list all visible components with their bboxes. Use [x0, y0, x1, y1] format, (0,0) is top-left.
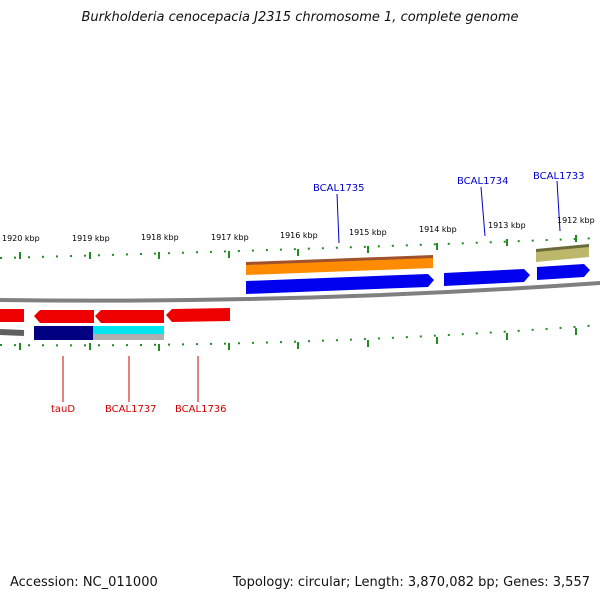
tick-label-1916: 1916 kbp [280, 231, 318, 240]
tick-label-1917: 1917 kbp [211, 233, 249, 242]
orange-feature-top [246, 255, 433, 265]
cyan-feature-shadow [93, 334, 164, 340]
upper-tick-track [0, 237, 600, 259]
tick-label-1918: 1918 kbp [141, 233, 179, 242]
gene-label-bcal1736[interactable]: BCAL1736 [175, 404, 227, 415]
gene-reverse-a[interactable] [34, 310, 94, 323]
major-ticks-upper [19, 235, 577, 259]
orange-feature[interactable] [246, 257, 433, 275]
gene-bcal1733[interactable] [537, 264, 590, 280]
tick-label-1914: 1914 kbp [419, 225, 457, 234]
tick-label-1915: 1915 kbp [349, 228, 387, 237]
tick-label-1920: 1920 kbp [2, 234, 40, 243]
gene-bcal1734[interactable] [444, 269, 530, 286]
gene-label-bcal1735[interactable]: BCAL1735 [313, 183, 365, 194]
map-title: Burkholderia cenocepacia J2315 chromosom… [81, 10, 519, 25]
gene-label-bcal1733[interactable]: BCAL1733 [533, 171, 585, 182]
gene-bcal1735[interactable] [246, 274, 434, 294]
tick-label-1913: 1913 kbp [488, 221, 526, 230]
gene-bcal1737-arrow[interactable] [95, 310, 164, 323]
gene-label-taud[interactable]: tauD [51, 404, 75, 415]
gene-label-bcal1734[interactable]: BCAL1734 [457, 176, 509, 187]
label-leaders [336, 180, 561, 244]
lower-tick-track [0, 324, 600, 347]
label-leaders-red [62, 356, 199, 402]
tick-label-1919: 1919 kbp [72, 234, 110, 243]
major-ticks-lower [19, 328, 577, 351]
gene-reverse-edge[interactable] [0, 309, 24, 322]
olive-feature-top [536, 244, 589, 252]
genome-summary-text: Topology: circular; Length: 3,870,082 bp… [232, 575, 590, 590]
tick-label-1912: 1912 kbp [557, 216, 595, 225]
cyan-feature[interactable] [93, 326, 164, 334]
accession-text: Accession: NC_011000 [10, 575, 158, 590]
navy-feature[interactable] [34, 326, 93, 340]
backbone-lower-segment [0, 329, 25, 336]
gene-label-bcal1737[interactable]: BCAL1737 [105, 404, 157, 415]
gene-bcal1736[interactable] [166, 308, 230, 322]
chromosome-backbone [0, 281, 600, 303]
